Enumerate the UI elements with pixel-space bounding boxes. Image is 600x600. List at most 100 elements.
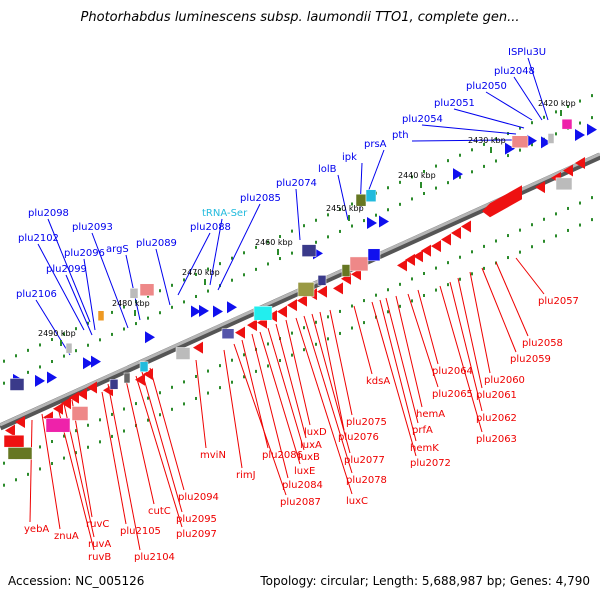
gene-label-plu2106[interactable]: plu2106 <box>16 289 57 300</box>
gene-label-plu2064[interactable]: plu2064 <box>432 366 473 377</box>
reverse-gene-arrow[interactable] <box>482 185 522 218</box>
gene-label-plu2087[interactable]: plu2087 <box>280 497 321 508</box>
forward-gene-arrow[interactable] <box>35 374 45 387</box>
protein-feature-box[interactable] <box>367 248 381 262</box>
reverse-gene-arrow[interactable] <box>53 402 63 415</box>
forward-gene-arrow[interactable] <box>367 216 377 229</box>
gene-label-plu2054[interactable]: plu2054 <box>402 114 443 125</box>
reverse-gene-arrow[interactable] <box>69 391 79 404</box>
gene-label-plu2076[interactable]: plu2076 <box>338 432 379 443</box>
forward-gene-arrow[interactable] <box>199 304 209 317</box>
gene-label-plu2096[interactable]: plu2096 <box>64 248 105 259</box>
forward-gene-arrow[interactable] <box>453 168 463 181</box>
gene-label-ruvb[interactable]: ruvB <box>88 552 111 563</box>
reverse-gene-arrow[interactable] <box>431 240 441 253</box>
protein-feature-box[interactable] <box>221 328 235 339</box>
reverse-gene-arrow[interactable] <box>247 319 257 332</box>
reverse-gene-arrow[interactable] <box>61 397 71 410</box>
reverse-gene-arrow[interactable] <box>193 341 203 354</box>
gene-label-plu2078[interactable]: plu2078 <box>346 475 387 486</box>
gene-label-cutc[interactable]: cutC <box>148 506 171 517</box>
protein-feature-box[interactable] <box>317 275 327 286</box>
reverse-gene-arrow[interactable] <box>143 368 153 381</box>
protein-feature-box[interactable] <box>175 347 191 360</box>
gene-label-rimj[interactable]: rimJ <box>236 470 256 481</box>
protein-feature-box[interactable] <box>129 288 139 299</box>
gene-label-plu2085[interactable]: plu2085 <box>240 193 281 204</box>
protein-feature-box[interactable] <box>9 378 25 391</box>
gene-label-prsa[interactable]: prsA <box>364 139 387 150</box>
gene-label-plu2048[interactable]: plu2048 <box>494 66 535 77</box>
gene-label-ipk[interactable]: ipk <box>342 152 357 163</box>
reverse-gene-arrow[interactable] <box>575 157 585 170</box>
gene-label-plu2060[interactable]: plu2060 <box>484 375 525 386</box>
forward-gene-arrow[interactable] <box>91 355 101 368</box>
reverse-gene-arrow[interactable] <box>5 424 15 437</box>
reverse-gene-arrow[interactable] <box>297 294 307 307</box>
gene-label-hemk[interactable]: hemK <box>410 443 439 454</box>
gene-label-plu2061[interactable]: plu2061 <box>476 390 517 401</box>
gene-label-args[interactable]: argS <box>106 244 129 255</box>
gene-label-plu2095[interactable]: plu2095 <box>176 514 217 525</box>
gene-label-plu2098[interactable]: plu2098 <box>28 208 69 219</box>
gene-label-plu2062[interactable]: plu2062 <box>476 413 517 424</box>
forward-gene-arrow[interactable] <box>213 305 223 318</box>
reverse-gene-arrow[interactable] <box>235 326 245 339</box>
gene-label-luxd[interactable]: luxD <box>304 427 327 438</box>
gene-label-plu2063[interactable]: plu2063 <box>476 434 517 445</box>
reverse-gene-arrow[interactable] <box>451 227 461 240</box>
gene-label-luxe[interactable]: luxE <box>294 466 315 477</box>
protein-feature-box[interactable] <box>65 342 73 354</box>
reverse-gene-arrow[interactable] <box>287 299 297 312</box>
protein-feature-box[interactable] <box>301 244 317 257</box>
reverse-gene-arrow[interactable] <box>421 244 431 257</box>
gene-label-hema[interactable]: hemA <box>416 409 445 420</box>
gene-label-yeba[interactable]: yebA <box>24 524 49 535</box>
protein-feature-box[interactable] <box>349 256 369 272</box>
gene-label-plu2086[interactable]: plu2086 <box>262 450 303 461</box>
protein-feature-box[interactable] <box>555 177 573 191</box>
forward-gene-arrow[interactable] <box>379 215 389 228</box>
gene-label-trna-ser[interactable]: tRNA-Ser <box>202 208 248 219</box>
forward-gene-arrow[interactable] <box>505 142 515 155</box>
reverse-gene-arrow[interactable] <box>441 233 451 246</box>
reverse-gene-arrow[interactable] <box>135 373 145 386</box>
gene-label-luxa[interactable]: luxA <box>300 440 322 451</box>
gene-label-plu2057[interactable]: plu2057 <box>538 296 579 307</box>
gene-label-plu2058[interactable]: plu2058 <box>522 338 563 349</box>
gene-label-pth[interactable]: pth <box>392 130 409 141</box>
protein-feature-box[interactable] <box>3 434 25 448</box>
reverse-gene-arrow[interactable] <box>563 164 573 177</box>
protein-feature-box[interactable] <box>561 118 573 130</box>
protein-feature-box[interactable] <box>253 306 273 321</box>
reverse-gene-arrow[interactable] <box>535 181 545 194</box>
gene-label-luxc[interactable]: luxC <box>346 496 368 507</box>
gene-label-plu2088[interactable]: plu2088 <box>190 222 231 233</box>
reverse-gene-arrow[interactable] <box>413 250 423 263</box>
forward-gene-arrow[interactable] <box>227 301 237 314</box>
forward-gene-arrow[interactable] <box>191 305 201 318</box>
protein-feature-box[interactable] <box>7 447 33 460</box>
gene-label-ruva[interactable]: ruvA <box>88 539 111 550</box>
gene-label-plu2074[interactable]: plu2074 <box>276 178 317 189</box>
forward-gene-arrow[interactable] <box>541 136 551 149</box>
forward-gene-arrow[interactable] <box>587 123 597 136</box>
forward-gene-arrow[interactable] <box>47 371 57 384</box>
gene-label-plu2105[interactable]: plu2105 <box>120 526 161 537</box>
protein-feature-box[interactable] <box>71 406 89 421</box>
gene-label-plu2104[interactable]: plu2104 <box>134 552 175 563</box>
gene-label-plu2077[interactable]: plu2077 <box>344 455 385 466</box>
protein-feature-box[interactable] <box>97 310 105 321</box>
gene-label-plu2075[interactable]: plu2075 <box>346 417 387 428</box>
reverse-gene-arrow[interactable] <box>351 268 361 281</box>
gene-label-kdsa[interactable]: kdsA <box>366 376 390 387</box>
gene-label-plu2084[interactable]: plu2084 <box>282 480 323 491</box>
protein-feature-box[interactable] <box>45 417 71 433</box>
gene-label-luxb[interactable]: luxB <box>298 452 320 463</box>
reverse-gene-arrow[interactable] <box>461 220 471 233</box>
protein-feature-box[interactable] <box>109 379 119 390</box>
gene-label-plu2093[interactable]: plu2093 <box>72 222 113 233</box>
protein-feature-box[interactable] <box>547 133 555 144</box>
protein-feature-box[interactable] <box>365 189 377 202</box>
reverse-gene-arrow[interactable] <box>333 282 343 295</box>
